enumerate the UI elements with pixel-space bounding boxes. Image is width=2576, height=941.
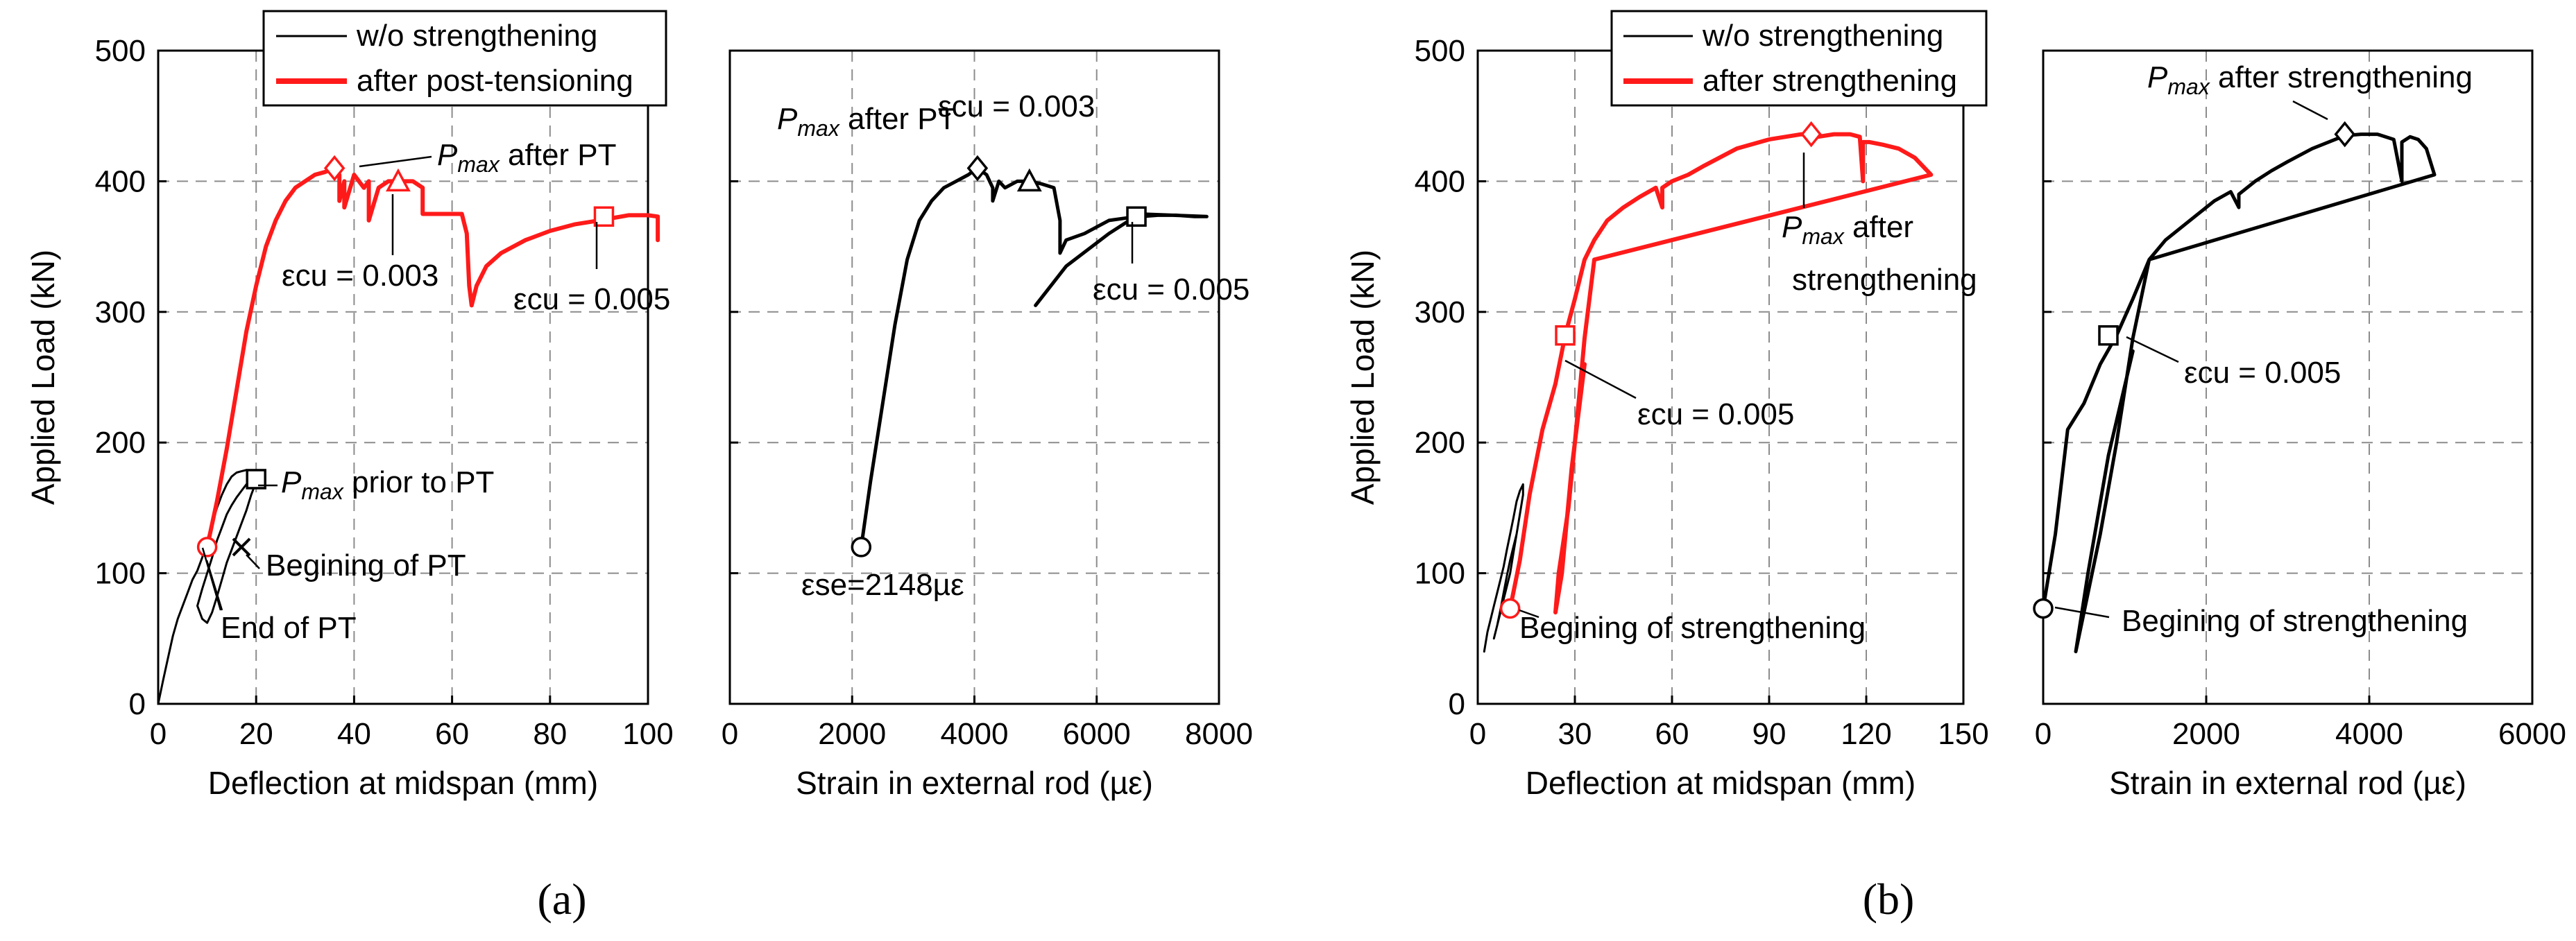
marker-circle (2033, 598, 2054, 619)
x-tick-label: 0 (722, 717, 738, 751)
series-line-w-o-strengthening (157, 469, 257, 705)
x-tick-label: 120 (1841, 717, 1891, 751)
legend-a-red: after post-tensioning (357, 64, 633, 98)
x-axis-title: Strain in external rod (µε) (796, 765, 1153, 801)
series-line-b2-0 (2041, 132, 2437, 654)
annotations-b1: Pmax after strengthening εcu = 0.005 Beg… (1519, 153, 1977, 645)
annot-b1-pmax-1: Pmax after (1782, 210, 1913, 249)
marker-square (1555, 325, 1576, 346)
x-tick-label: 0 (1469, 717, 1486, 751)
x-tick-label: 4000 (941, 717, 1009, 751)
y-axis-title: Applied Load (kN) (25, 250, 61, 505)
annot-b2-pmax: Pmax after strengthening (2147, 60, 2473, 99)
legend-b-red: after strengthening (1703, 64, 1957, 98)
panel-label-b: (b) (1863, 874, 1915, 924)
series-line-after-strengthening (1508, 132, 1934, 615)
x-tick-label: 90 (1752, 717, 1786, 751)
y-tick-label: 200 (95, 426, 146, 460)
y-tick-label: 300 (1415, 295, 1465, 329)
x-axis-title: Strain in external rod (µε) (2109, 765, 2466, 801)
y-tick-label: 500 (1415, 34, 1465, 68)
annot-a2-ecu003: εcu = 0.003 (938, 89, 1095, 123)
marker-square (2098, 325, 2119, 346)
leader-b1-beg (1519, 609, 1539, 619)
marker-circle (196, 537, 218, 558)
y-tick-label: 400 (1415, 164, 1465, 198)
x-tick-label: 6000 (2498, 717, 2566, 751)
marker-square (246, 469, 266, 490)
marker-diamond (966, 155, 989, 182)
annot-b1-ecu005: εcu = 0.005 (1637, 397, 1794, 431)
x-tick-label: 0 (150, 717, 167, 751)
y-tick-label: 0 (129, 687, 146, 721)
marker-triangle (1016, 168, 1042, 192)
marker-square (1126, 206, 1147, 227)
annot-b2-ecu005: εcu = 0.005 (2184, 356, 2341, 390)
y-tick-label: 400 (95, 164, 146, 198)
x-tick-label: 100 (622, 717, 673, 751)
marker-diamond (2334, 121, 2356, 148)
y-tick-label: 100 (95, 557, 146, 591)
x-tick-label: 80 (533, 717, 567, 751)
annot-b2-beg: Begining of strengthening (2122, 604, 2468, 638)
y-tick-label: 100 (1415, 557, 1465, 591)
annot-b1-pmax-2: strengthening (1792, 263, 1977, 297)
leader-a1-beg (246, 554, 260, 569)
marker-x (232, 537, 251, 557)
annot-a1-pmax-prior: Pmax prior to PT (281, 465, 494, 504)
y-tick-label: 200 (1415, 426, 1465, 460)
x-tick-label: 150 (1938, 717, 1988, 751)
x-tick-label: 4000 (2335, 717, 2403, 751)
marker-circle (851, 537, 872, 558)
x-tick-label: 20 (239, 717, 273, 751)
annot-a1-end-pt: End of PT (221, 611, 357, 645)
chart-b2: 0 2000 4000 6000 Strain in external rod (µε) (2033, 49, 2566, 801)
x-tick-label: 40 (337, 717, 371, 751)
legend-b-black: w/o strengthening (1702, 19, 1943, 53)
marker-diamond (323, 155, 346, 182)
chart-a2: 0 2000 4000 6000 8000 Strain in external rod … (722, 49, 1253, 801)
annotations-b2: Pmax after strengthening εcu = 0.005 Beg… (2054, 60, 2473, 638)
y-axis-title: Applied Load (kN) (1345, 250, 1381, 505)
marker-diamond (1800, 121, 1822, 148)
annot-a1-pmax: Pmax after PT (437, 138, 617, 177)
annotations-a1: Pmax after PT εcu = 0.003 εcu = 0.005 Pm… (201, 138, 670, 645)
panel-label-a: (a) (537, 874, 586, 924)
x-axis-title: Deflection at midspan (mm) (208, 765, 598, 801)
x-tick-label: 0 (2035, 717, 2052, 751)
marker-circle (1499, 598, 1521, 619)
annot-a2-ecu005: εcu = 0.005 (1093, 273, 1249, 307)
marker-square (593, 206, 615, 227)
x-tick-label: 30 (1558, 717, 1592, 751)
series-line-a2-0 (859, 166, 1209, 549)
legend-b: w/o strengthening after strengthening (1610, 10, 1988, 107)
annot-a1-beg-pt: Begining of PT (266, 549, 466, 582)
plot-frame (2042, 49, 2534, 705)
x-tick-label: 8000 (1185, 717, 1253, 751)
legend-a-black: w/o strengthening (356, 19, 597, 53)
x-tick-label: 6000 (1063, 717, 1131, 751)
x-tick-label: 60 (435, 717, 469, 751)
annotations-a2: Pmax after PT εcu = 0.003 εcu = 0.005 εs… (777, 89, 1249, 602)
x-tick-label: 2000 (2172, 717, 2240, 751)
chart-a1: 0 20 40 60 80 100 0 100 200 300 400 500 Deflection a… (25, 34, 674, 801)
series-line-after-post-tensioning (205, 166, 660, 549)
annot-b1-beg: Begining of strengthening (1519, 611, 1866, 645)
chart-b1: 0 30 60 90 120 150 0 100 200 300 400 500 Deflection … (1345, 34, 1989, 801)
annot-a2-pmax: Pmax after PT (777, 102, 957, 141)
annot-a1-ecu005: εcu = 0.005 (513, 282, 670, 316)
y-tick-label: 300 (95, 295, 146, 329)
y-tick-label: 0 (1449, 687, 1465, 721)
annot-a1-ecu003: εcu = 0.003 (282, 259, 438, 293)
x-axis-title: Deflection at midspan (mm) (1526, 765, 1916, 801)
y-tick-label: 500 (95, 34, 146, 68)
legend-a: w/o strengthening after post-tensioning (262, 10, 667, 107)
annot-a2-ese: εse=2148µε (801, 568, 964, 602)
x-tick-label: 60 (1655, 717, 1689, 751)
marker-triangle (386, 168, 411, 192)
x-tick-label: 2000 (818, 717, 886, 751)
